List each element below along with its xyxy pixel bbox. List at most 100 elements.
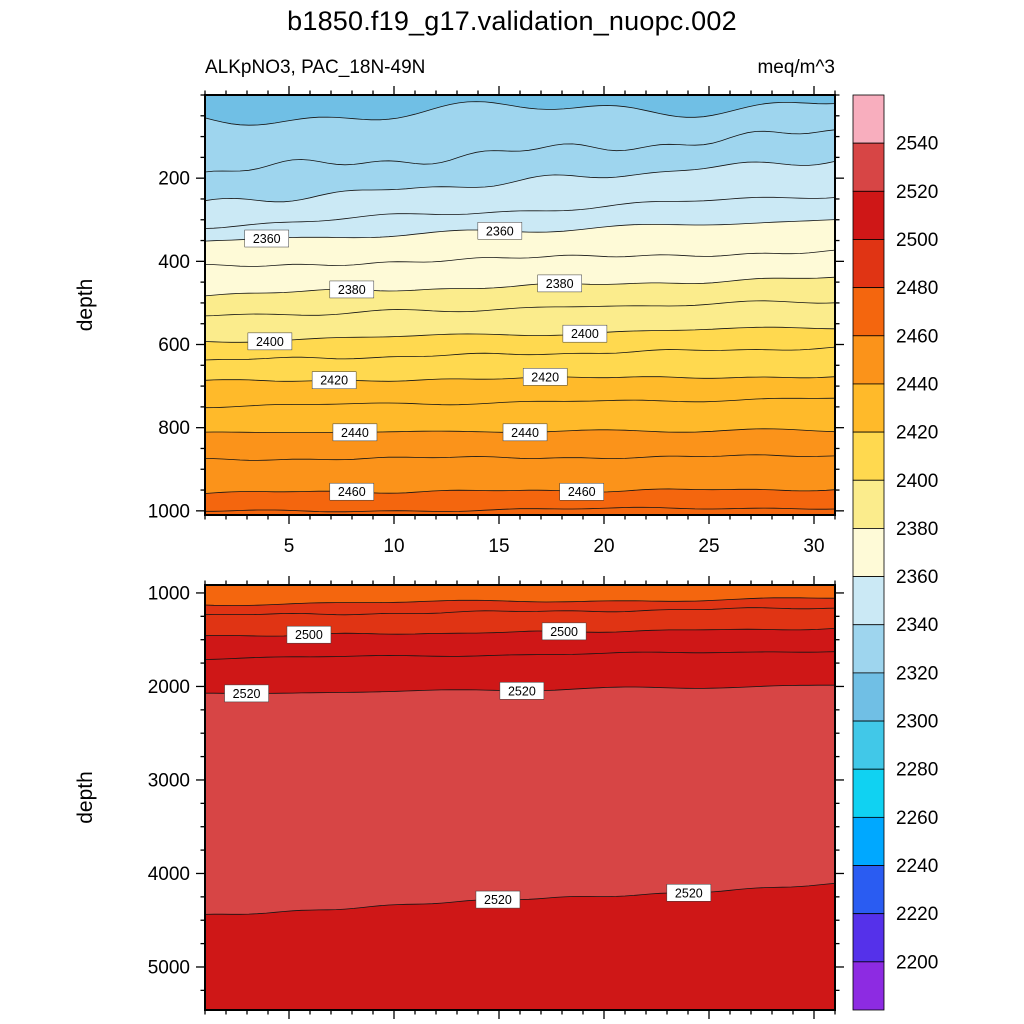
- colorbar-segment: [852, 190, 885, 240]
- colorbar-label: 2460: [896, 326, 938, 347]
- colorbar-segment: [852, 431, 885, 481]
- y-tick-label: 600: [158, 335, 190, 356]
- colorbar-segment: [852, 624, 885, 674]
- contour-line: [205, 506, 836, 513]
- colorbar-segment: [852, 94, 885, 144]
- contour-label: 2440: [511, 426, 539, 440]
- colorbar-segment: [852, 576, 885, 626]
- panel-frame: [204, 584, 836, 1011]
- contour-label: 2360: [486, 224, 514, 238]
- contour-label-box: [537, 274, 582, 293]
- colorbar-segment: [852, 720, 885, 770]
- colorbar-label: 2340: [896, 615, 938, 636]
- x-tick-label: 20: [593, 536, 614, 557]
- fill-band: [205, 327, 835, 360]
- colorbar-label: 2400: [896, 471, 938, 492]
- contour-label: 2400: [256, 335, 284, 349]
- fill-band: [205, 585, 835, 606]
- colorbar-label: 2300: [896, 712, 938, 733]
- x-tick-label: 15: [488, 536, 509, 557]
- fill-band: [205, 95, 835, 126]
- colorbar-label: 2420: [896, 423, 938, 444]
- colorbar-label: 2540: [896, 134, 938, 155]
- contour-line: [204, 488, 836, 494]
- contour-fill-bands: [205, 95, 835, 515]
- contour-line: [204, 607, 836, 616]
- contour-label-box: [499, 682, 545, 700]
- contour-line: [204, 376, 836, 382]
- y-axis-title: depth: [74, 279, 97, 332]
- colorbar-segment: [852, 335, 885, 385]
- contour-label-box: [562, 324, 608, 343]
- fill-band: [205, 597, 835, 615]
- fill-band: [205, 376, 835, 408]
- y-tick-label: 5000: [148, 957, 190, 978]
- colorbar-segment: [852, 961, 885, 1011]
- contour-line: [204, 346, 836, 361]
- plot-title: b1850.f19_g17.validation_nuopc.002: [287, 6, 737, 36]
- fill-band: [205, 347, 835, 382]
- lower-depth-section: 1000 2000 3000 4000 5000 2500 2500 2520 2520 2520…: [74, 576, 844, 1019]
- fill-band: [205, 607, 835, 637]
- contour-label-box: [247, 332, 293, 351]
- y-axis-title: depth: [74, 771, 97, 824]
- contour-label: 2520: [233, 687, 261, 701]
- contour-label: 2400: [571, 327, 599, 341]
- colorbar-label: 2360: [896, 567, 938, 588]
- contour-label: 2420: [531, 370, 559, 384]
- y-tick-label: 1000: [148, 583, 190, 604]
- contour-fill-bands: [205, 585, 835, 1010]
- contour-label-box: [541, 622, 587, 641]
- x-tick-label: 10: [383, 536, 404, 557]
- contour-line: [204, 101, 836, 126]
- contour-label-box: [329, 280, 375, 299]
- y-tick-label: 400: [158, 252, 190, 273]
- colorbar-segment: [852, 865, 885, 915]
- contour-label-box: [286, 625, 332, 644]
- contour-label: 2500: [295, 628, 323, 642]
- colorbar-label: 2520: [896, 182, 938, 203]
- colorbar: 2540 2520 2500 2480 2460 2440 2420 2400 2380 2360…: [852, 94, 938, 1011]
- colorbar-segment: [852, 913, 885, 963]
- fill-band: [205, 507, 835, 515]
- fill-band: [205, 197, 835, 242]
- y-tick-label: 2000: [148, 677, 190, 698]
- colorbar-segment: [852, 816, 885, 866]
- fill-band: [205, 161, 835, 229]
- fill-band: [205, 883, 835, 1010]
- colorbar-segment: [852, 239, 885, 289]
- contour-line: [204, 597, 835, 606]
- y-tick-label: 4000: [148, 864, 190, 885]
- contour-line: [204, 161, 836, 203]
- contour-label: 2520: [675, 886, 703, 900]
- fill-band: [205, 454, 835, 494]
- colorbar-label: 2500: [896, 230, 938, 251]
- contour-label: 2420: [320, 374, 348, 388]
- colorbar-label: 2480: [896, 278, 938, 299]
- panel-frame: [204, 94, 836, 516]
- fill-band: [205, 628, 835, 660]
- colorbar-label: 2260: [896, 808, 938, 829]
- x-tick-label: 25: [698, 536, 719, 557]
- contour-line: [204, 300, 836, 317]
- x-tick-label: 5: [284, 536, 295, 557]
- fill-band: [205, 129, 835, 202]
- contour-label-box: [224, 684, 269, 703]
- contour-label: 2460: [568, 485, 596, 499]
- colorbar-label: 2220: [896, 904, 938, 925]
- contour-label-box: [522, 368, 568, 386]
- fill-band: [205, 277, 835, 316]
- colorbar-label: 2440: [896, 374, 938, 395]
- subtitle-row: ALKpNO3, PAC_18N-49N meq/m^3: [205, 57, 835, 79]
- contour-label-box: [502, 423, 548, 442]
- contour-line: [204, 129, 836, 173]
- fill-band: [205, 685, 835, 915]
- variable-region-label: ALKpNO3, PAC_18N-49N: [205, 57, 426, 78]
- contour-label: 2500: [550, 625, 578, 639]
- upper-depth-section: 200 400 600 800 1000 5 10 15 20 25 30 2360 2360 2380 2…: [74, 86, 844, 557]
- colorbar-segment: [852, 479, 885, 529]
- y-tick-label: 200: [158, 169, 190, 190]
- colorbar-segment: [852, 768, 885, 818]
- units-label: meq/m^3: [757, 57, 835, 78]
